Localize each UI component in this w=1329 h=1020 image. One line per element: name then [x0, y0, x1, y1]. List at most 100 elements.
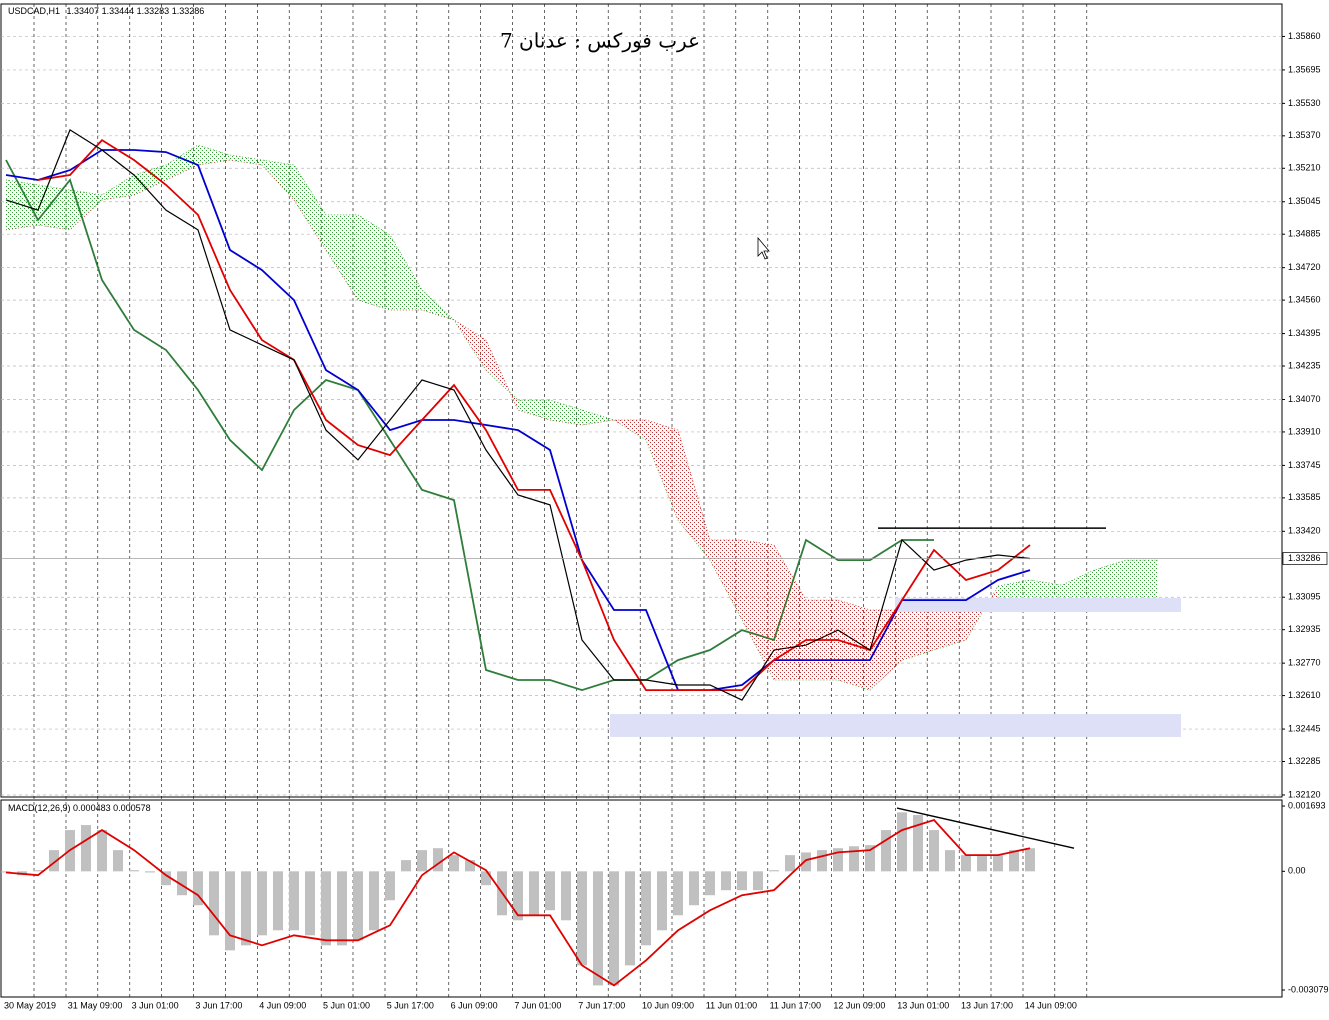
histogram-bar	[129, 870, 139, 872]
histogram-bar	[273, 871, 283, 931]
y-tick-label: 1.33420	[1288, 526, 1321, 536]
x-tick-label: 12 Jun 09:00	[833, 1000, 885, 1010]
histogram-bar	[993, 855, 1003, 872]
x-tick-label: 31 May 09:00	[68, 1000, 123, 1010]
histogram-bar	[97, 830, 107, 872]
histogram-bar	[337, 871, 347, 946]
histogram-bar	[609, 871, 619, 986]
histogram-bar	[33, 870, 43, 872]
histogram-bar	[177, 871, 187, 896]
cloud-segment	[1062, 570, 1094, 601]
histogram-bar	[961, 855, 971, 872]
y-tick-label: 1.32770	[1288, 658, 1321, 668]
histogram-bar	[417, 850, 427, 872]
signal-value: 0.000578	[113, 803, 151, 813]
y-tick-label: 0.00	[1288, 866, 1306, 876]
cloud-segment	[1094, 560, 1126, 601]
cloud-segment	[678, 430, 710, 561]
zone	[895, 598, 1181, 613]
cloud-segment	[1126, 560, 1158, 601]
signal-line	[5, 818, 1031, 987]
price-line	[5, 159, 934, 692]
mouse-cursor	[757, 236, 770, 260]
current-price-label: 1.33286	[1288, 553, 1321, 563]
cloud-segment	[134, 165, 166, 196]
y-tick-label: 1.33585	[1288, 492, 1321, 502]
histogram-bar	[49, 850, 59, 872]
histogram-bar	[257, 871, 267, 936]
cloud-segment	[358, 214, 390, 311]
x-tick-label: 30 May 2019	[4, 1000, 56, 1010]
current-price-box	[1282, 552, 1328, 565]
cloud-segment	[550, 400, 582, 426]
y-tick-label: 1.35695	[1288, 64, 1321, 74]
y-tick-label: 1.32120	[1288, 789, 1321, 799]
histogram-bar	[513, 871, 523, 921]
histogram-bar	[801, 852, 811, 872]
x-tick-label: 7 Jun 01:00	[514, 1000, 561, 1010]
histogram-bar	[897, 812, 907, 872]
histogram-bar	[865, 845, 875, 872]
histogram-bar	[737, 871, 747, 891]
cloud-segment	[518, 400, 550, 420]
histogram-bar	[833, 848, 843, 872]
x-tick-label: 3 Jun 01:00	[132, 1000, 179, 1010]
histogram-bar	[113, 850, 123, 872]
x-tick-label: 7 Jun 17:00	[578, 1000, 625, 1010]
low: 1.33283	[137, 6, 170, 16]
histogram-bar	[241, 871, 251, 946]
x-tick-label: 6 Jun 09:00	[451, 1000, 498, 1010]
x-tick-label: 14 Jun 09:00	[1025, 1000, 1077, 1010]
cloud-segment	[646, 419, 678, 520]
histogram-bar	[209, 871, 219, 936]
y-tick-label: 1.32285	[1288, 756, 1321, 766]
y-tick-label: 1.33910	[1288, 426, 1321, 436]
macd-frame	[0, 799, 1283, 998]
cloud-segment	[262, 159, 294, 200]
y-tick-label: 1.35370	[1288, 130, 1321, 140]
y-tick-label: 1.34070	[1288, 394, 1321, 404]
histogram-bar	[577, 871, 587, 966]
y-tick-label: 1.34395	[1288, 328, 1321, 338]
histogram-bar	[369, 871, 379, 931]
price-line	[5, 129, 1031, 701]
high: 1.33444	[102, 6, 135, 16]
cloud-segment	[614, 419, 646, 441]
y-tick-label: 1.34720	[1288, 262, 1321, 272]
cloud-edge	[5, 144, 1158, 691]
histogram-bar	[657, 871, 667, 931]
histogram-bar	[849, 846, 859, 872]
zone	[610, 714, 1181, 737]
cloud-segment	[710, 540, 742, 620]
histogram-bar	[225, 871, 235, 951]
cloud-segment	[326, 214, 358, 301]
histogram-bar	[785, 855, 795, 872]
x-tick-label: 4 Jun 09:00	[259, 1000, 306, 1010]
histogram-bar	[817, 850, 827, 872]
y-tick-label: 1.33745	[1288, 460, 1321, 470]
histogram-bar	[449, 855, 459, 872]
histogram-bar	[1, 871, 11, 873]
x-tick-label: 11 Jun 01:00	[706, 1000, 757, 1010]
x-tick-label: 10 Jun 09:00	[642, 1000, 694, 1010]
histogram-bar	[433, 848, 443, 872]
histogram-bar	[145, 871, 155, 873]
cloud-segment	[166, 144, 198, 181]
x-tick-label: 3 Jun 17:00	[195, 1000, 242, 1010]
y-tick-label: 1.35045	[1288, 196, 1321, 206]
histogram-bar	[1025, 848, 1035, 872]
histogram-bar	[545, 871, 555, 911]
cloud-segment	[294, 165, 326, 251]
cloud-segment	[934, 600, 966, 650]
histogram-bar	[161, 871, 171, 886]
plot-layer	[1, 4, 1285, 997]
x-tick-label: 11 Jun 17:00	[770, 1000, 821, 1010]
symbol: USDCAD,H1	[8, 6, 60, 16]
y-tick-label: 1.34560	[1288, 294, 1321, 304]
histogram-bar	[625, 871, 635, 966]
histogram-bar	[385, 871, 395, 901]
cloud-segment	[390, 235, 422, 311]
histogram-bar	[401, 860, 411, 872]
cloud-segment	[742, 540, 774, 680]
